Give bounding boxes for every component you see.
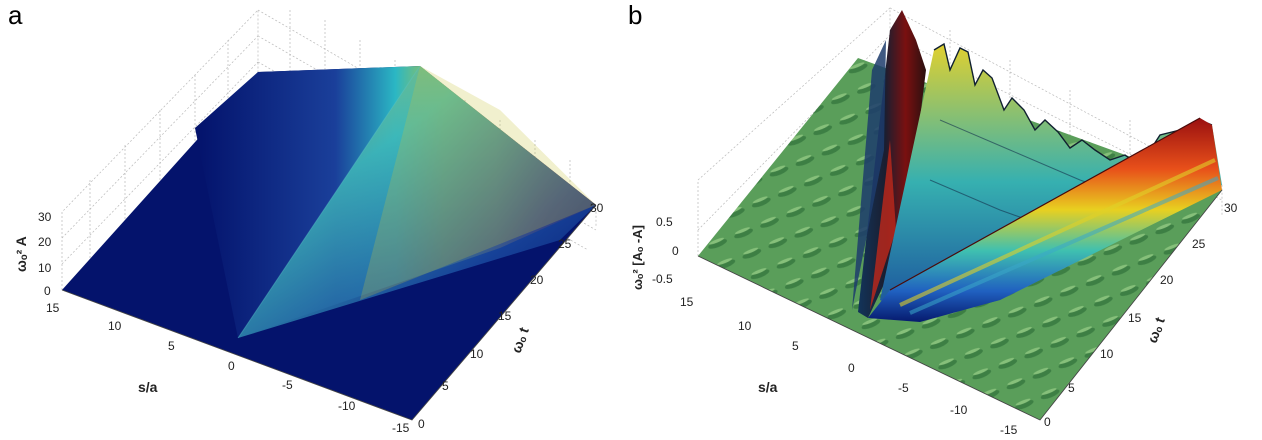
y-tick: 5 — [442, 379, 449, 393]
y-tick: 15 — [498, 309, 512, 323]
y-tick: 25 — [1192, 237, 1206, 251]
x-tick: 0 — [228, 359, 235, 373]
x-tick: -15 — [1000, 423, 1018, 437]
y-tick: 5 — [1068, 381, 1075, 395]
panel-a: a 30 20 10 0 ωₒ² A 15 10 — [8, 0, 604, 435]
panel-a-z-label: ωₒ² A — [13, 236, 29, 272]
z-tick: -0.5 — [652, 272, 673, 286]
y-tick: 10 — [1100, 347, 1114, 361]
y-tick: 25 — [558, 237, 572, 251]
z-tick: 10 — [38, 261, 52, 275]
x-tick: 10 — [738, 319, 752, 333]
x-tick: -10 — [338, 399, 356, 413]
panel-b-surface — [698, 10, 1222, 420]
x-tick: 10 — [108, 319, 122, 333]
panel-b-x-label: s/a — [758, 379, 778, 395]
x-tick: -5 — [898, 381, 909, 395]
panel-b-axes — [697, 189, 1223, 421]
panel-a-surface — [62, 65, 596, 420]
panel-b-y-ticks: 0 5 10 15 20 25 30 — [1044, 201, 1238, 429]
x-tick: 5 — [168, 339, 175, 353]
panel-b-x-ticks: 15 10 5 0 -5 -10 -15 — [680, 295, 1018, 437]
y-tick: 0 — [418, 417, 425, 431]
z-tick: 30 — [38, 210, 52, 224]
x-tick: -10 — [950, 403, 968, 417]
panel-b-letter: b — [628, 0, 642, 30]
z-tick: 0 — [672, 244, 679, 258]
panel-b-y-label: ωₒ t — [1144, 315, 1168, 345]
y-tick: 30 — [1224, 201, 1238, 215]
panel-b: b 0.5 0 — [628, 0, 1238, 437]
y-tick: 15 — [1128, 311, 1142, 325]
panel-a-x-ticks: 15 10 5 0 -5 -10 -15 — [46, 301, 410, 435]
y-tick: 0 — [1044, 415, 1051, 429]
y-tick: 10 — [470, 347, 484, 361]
z-tick: 0.5 — [656, 215, 673, 229]
x-tick: 5 — [792, 339, 799, 353]
panel-a-y-ticks: 0 5 10 15 20 25 30 — [418, 201, 604, 431]
x-tick: 0 — [848, 361, 855, 375]
panel-a-z-ticks: 30 20 10 0 — [38, 210, 52, 298]
panel-a-letter: a — [8, 0, 23, 30]
x-tick: -15 — [392, 421, 410, 435]
x-tick: 15 — [680, 295, 694, 309]
y-tick: 20 — [530, 273, 544, 287]
z-tick: 20 — [38, 235, 52, 249]
x-tick: 15 — [46, 301, 60, 315]
x-tick: -5 — [282, 378, 293, 392]
panel-a-axes — [61, 204, 597, 421]
y-tick: 20 — [1160, 273, 1174, 287]
y-tick: 30 — [590, 201, 604, 215]
panel-b-z-ticks: 0.5 0 -0.5 — [652, 215, 679, 286]
panel-a-y-label: ωₒ t — [508, 325, 532, 355]
panel-b-z-label: ωₒ² [Aₒ -A] — [630, 225, 645, 290]
z-tick: 0 — [44, 284, 51, 298]
panel-a-x-label: s/a — [138, 379, 158, 395]
